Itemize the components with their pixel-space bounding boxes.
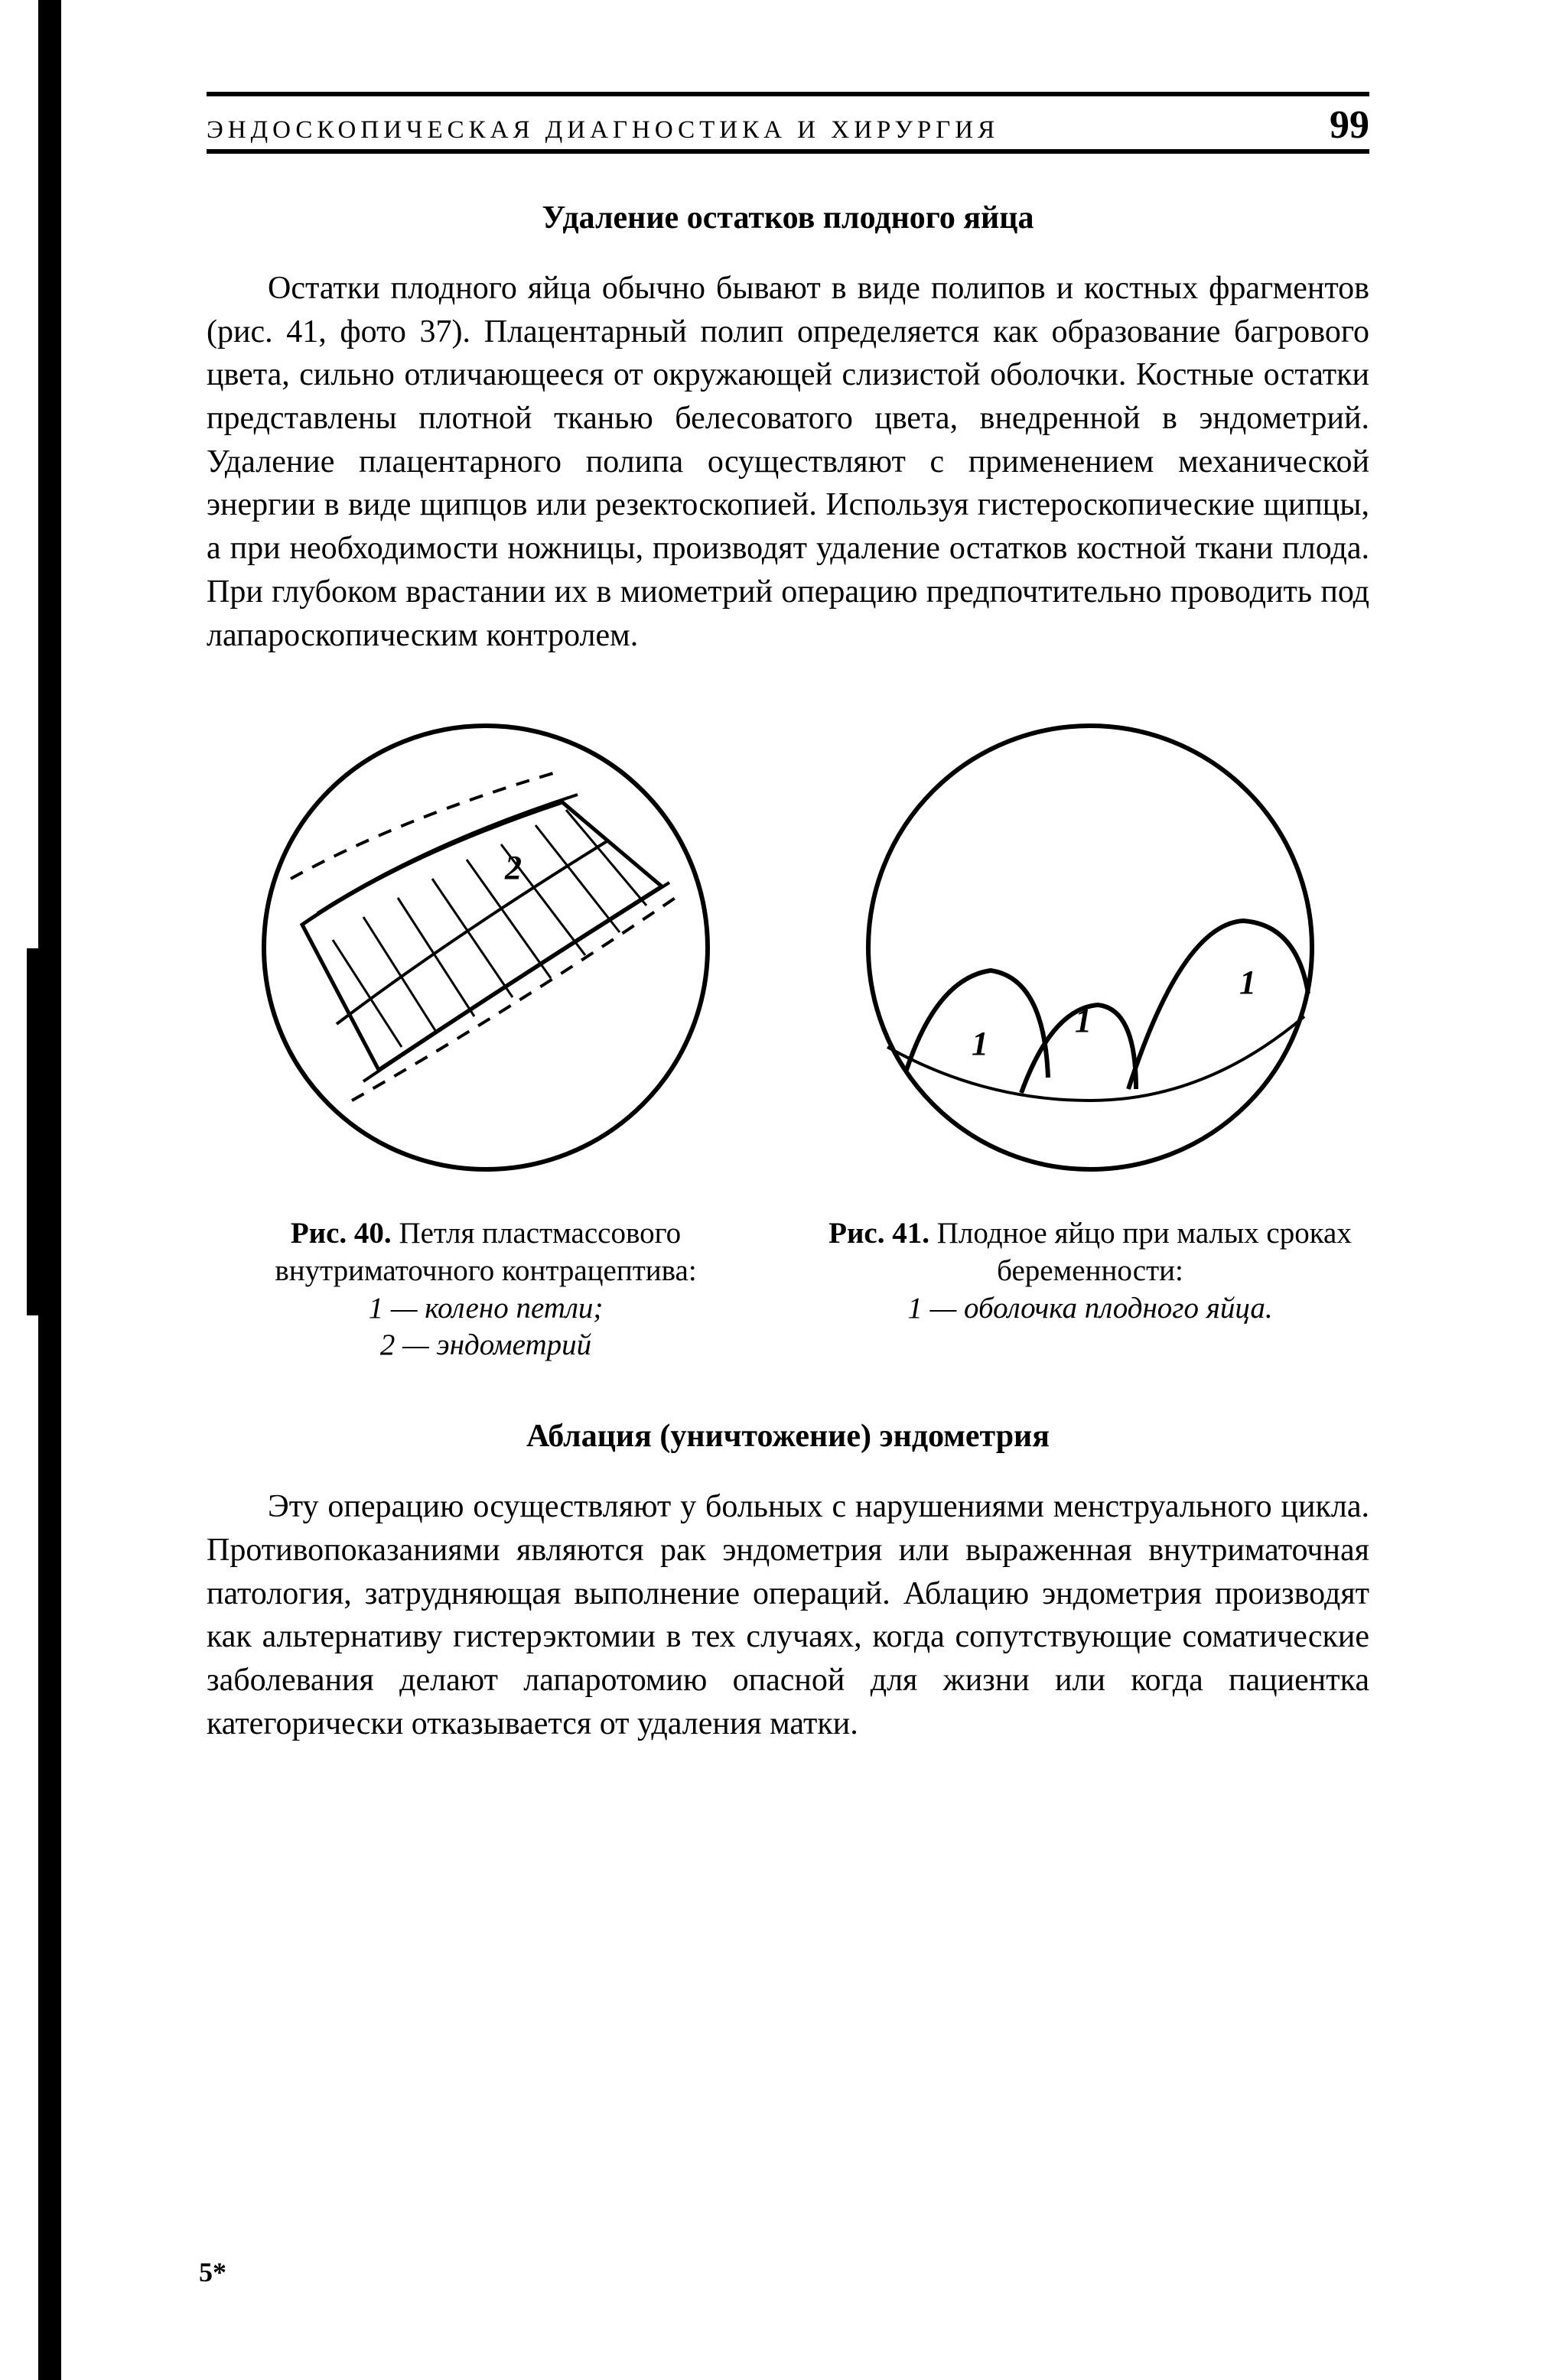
section-title-2: Аблация (уничтожение) эндометрия — [207, 1418, 1369, 1455]
fig41-label-b: 1 — [1075, 1002, 1092, 1039]
body-paragraph-2: Эту операцию осуществляют у больных с на… — [207, 1485, 1369, 1745]
section-title-1: Удаление остатков плодного яйца — [207, 200, 1369, 236]
figure-41-caption: Рис. 41. Плодное яйцо при малых сроках б… — [811, 1215, 1369, 1327]
figure-41: 1 1 1 Рис. 41. Плодное яйцо при малых ср… — [811, 710, 1369, 1364]
page-number: 99 — [1330, 102, 1369, 148]
running-title: ЭНДОСКОПИЧЕСКАЯ ДИАГНОСТИКА И ХИРУРГИЯ — [207, 116, 999, 145]
fig40-label-2: 2 — [504, 849, 522, 886]
fig40-legend-1: 1 — колено петли; — [369, 1292, 604, 1325]
figure-40-diagram: 2 — [249, 710, 723, 1185]
signature-mark: 5* — [199, 2256, 226, 2288]
fig41-caption-label: Рис. 41. — [828, 1217, 929, 1250]
running-header: ЭНДОСКОПИЧЕСКАЯ ДИАГНОСТИКА И ХИРУРГИЯ 9… — [207, 92, 1369, 154]
figure-40-caption: Рис. 40. Петля пластмассового внутримато… — [207, 1215, 765, 1364]
figures-row: 2 Рис. 40. Петля пластмассового внутрима… — [207, 710, 1369, 1364]
figure-41-diagram: 1 1 1 — [853, 710, 1327, 1185]
scan-noise — [27, 948, 42, 1315]
fig40-legend-2: 2 — эндометрий — [380, 1328, 591, 1361]
fig41-legend-1: 1 — оболочка плодного яйца. — [907, 1292, 1272, 1325]
body-paragraph-1: Остатки плодного яйца обычно бывают в ви… — [207, 267, 1369, 657]
fig41-label-c: 1 — [1239, 964, 1256, 1001]
page-content: ЭНДОСКОПИЧЕСКАЯ ДИАГНОСТИКА И ХИРУРГИЯ 9… — [130, 46, 1431, 1806]
figure-40: 2 Рис. 40. Петля пластмассового внутрима… — [207, 710, 765, 1364]
fig41-label-a: 1 — [972, 1025, 988, 1062]
fig41-caption-title: Плодное яйцо при малых сроках беременнос… — [929, 1217, 1352, 1287]
fig40-caption-label: Рис. 40. — [291, 1217, 392, 1250]
